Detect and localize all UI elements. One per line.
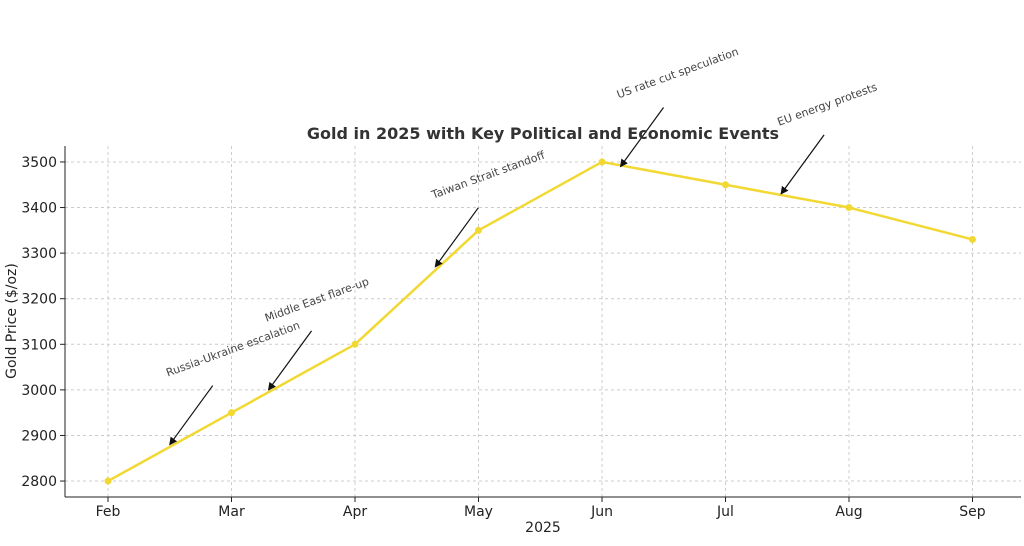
- grid-lines: [65, 146, 1021, 497]
- y-tick-label: 2900: [21, 428, 57, 444]
- x-tick-label: Jul: [716, 504, 734, 520]
- series-line-group: [107, 160, 973, 483]
- chart-title: Gold in 2025 with Key Political and Econ…: [307, 124, 779, 143]
- data-point: [969, 235, 976, 243]
- annotation-label: Middle East flare-up: [263, 275, 371, 325]
- annotation-arrow: [780, 134, 825, 195]
- data-point: [351, 340, 359, 348]
- y-tick-label: 2800: [21, 474, 57, 490]
- annotation-label: Taiwan Strait standoff: [429, 148, 547, 202]
- y-tick-label: 3500: [21, 155, 57, 171]
- y-tick-label: 3300: [21, 246, 57, 262]
- axes: [60, 146, 1021, 502]
- data-point: [475, 226, 482, 234]
- annotation-arrow: [619, 107, 665, 168]
- x-tick-label: Feb: [96, 504, 121, 520]
- data-point: [228, 409, 235, 417]
- annotation-label: US rate cut speculation: [615, 45, 740, 101]
- y-tick-labels: 2800 2900 3000 3100 3200 3300 3400 3500: [21, 155, 57, 490]
- y-tick-label: 3000: [21, 383, 57, 399]
- annotation-arrow: [434, 207, 479, 268]
- x-tick-label: Sep: [959, 504, 986, 520]
- data-point: [104, 477, 112, 485]
- y-axis-label: Gold Price ($/oz): [4, 263, 20, 379]
- x-tick-labels: Feb Mar Apr May Jun Jul Aug Sep: [96, 504, 986, 520]
- series-line: [107, 160, 973, 483]
- y-tick-label: 3400: [21, 201, 57, 217]
- x-tick-label: Jun: [590, 504, 613, 520]
- x-tick-label: Aug: [835, 504, 862, 520]
- x-axis-label: 2025: [525, 520, 561, 536]
- data-points: [104, 158, 976, 485]
- y-tick-label: 3200: [21, 292, 57, 308]
- annotation-arrow: [169, 385, 214, 446]
- x-tick-label: Mar: [218, 504, 245, 520]
- data-point: [845, 204, 853, 212]
- x-tick-label: Apr: [343, 504, 367, 520]
- x-tick-label: May: [464, 504, 493, 520]
- annotation-arrow: [267, 330, 313, 391]
- y-tick-label: 3100: [21, 337, 57, 353]
- annotation-label: Russia-Ukraine escalation: [164, 319, 301, 380]
- annotation-label: EU energy protests: [776, 80, 880, 128]
- data-point: [722, 181, 729, 189]
- data-point: [598, 158, 606, 166]
